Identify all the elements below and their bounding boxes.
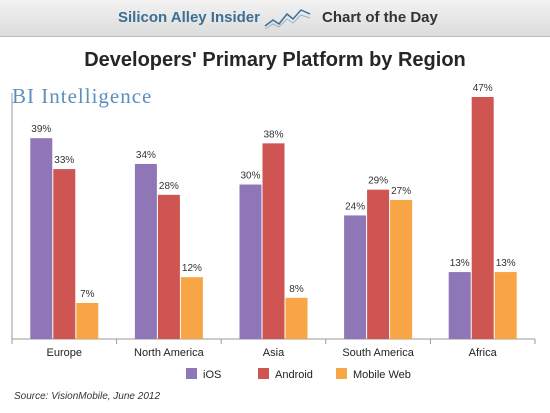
- bar-mobile-web-south-america: [390, 199, 413, 339]
- chart-title: Developers' Primary Platform by Region: [84, 49, 466, 71]
- chart-of-the-day-label: Chart of the Day: [322, 9, 438, 26]
- data-label-mobile-web-europe: 7%: [80, 289, 95, 300]
- x-tick-label-africa: Africa: [469, 347, 498, 359]
- data-label-android-north-america: 28%: [159, 181, 179, 192]
- bar-mobile-web-africa: [494, 272, 517, 339]
- data-label-mobile-web-africa: 13%: [496, 258, 516, 269]
- bar-ios-south-america: [344, 215, 367, 339]
- data-label-android-africa: 47%: [473, 83, 493, 94]
- legend-label-ios: iOS: [203, 369, 221, 381]
- bar-mobile-web-north-america: [180, 277, 203, 339]
- site-name: Silicon Alley Insider: [118, 9, 260, 26]
- chart-of-the-day-banner: Silicon Alley Insider Chart of the Day: [0, 0, 550, 37]
- bar-android-south-america: [367, 189, 390, 339]
- x-tick-label-south-america: South America: [342, 347, 414, 359]
- data-label-android-south-america: 29%: [368, 176, 388, 187]
- bi-intelligence-logo: BI Intelligence: [12, 84, 153, 108]
- bar-android-asia: [262, 143, 285, 339]
- x-tick-label-north-america: North America: [134, 347, 205, 359]
- legend-label-mobile-web: Mobile Web: [353, 369, 411, 381]
- legend-swatch-ios: [186, 368, 197, 379]
- bar-android-north-america: [157, 194, 180, 339]
- data-label-android-europe: 33%: [54, 155, 74, 166]
- data-label-mobile-web-north-america: 12%: [182, 263, 202, 274]
- legend-label-android: Android: [275, 369, 313, 381]
- bar-ios-north-america: [134, 163, 157, 339]
- bar-android-europe: [53, 169, 76, 339]
- data-label-ios-north-america: 34%: [136, 150, 156, 161]
- bar-mobile-web-asia: [285, 297, 308, 339]
- data-label-ios-europe: 39%: [31, 124, 51, 135]
- data-label-mobile-web-south-america: 27%: [391, 186, 411, 197]
- data-label-mobile-web-asia: 8%: [289, 284, 304, 295]
- data-label-ios-africa: 13%: [450, 258, 470, 269]
- trend-line-icon: [264, 9, 311, 30]
- source-note: Source: VisionMobile, June 2012: [14, 391, 161, 402]
- bar-ios-africa: [448, 272, 471, 339]
- bar-ios-europe: [30, 138, 53, 339]
- bar-android-africa: [471, 97, 494, 339]
- data-label-ios-south-america: 24%: [345, 201, 365, 212]
- bar-ios-asia: [239, 184, 262, 339]
- legend-swatch-mobile-web: [336, 368, 347, 379]
- x-tick-label-asia: Asia: [263, 347, 285, 359]
- x-tick-label-europe: Europe: [47, 347, 82, 359]
- legend-swatch-android: [258, 368, 269, 379]
- data-label-android-asia: 38%: [263, 129, 283, 140]
- data-label-ios-asia: 30%: [240, 171, 260, 182]
- bar-mobile-web-europe: [76, 302, 99, 339]
